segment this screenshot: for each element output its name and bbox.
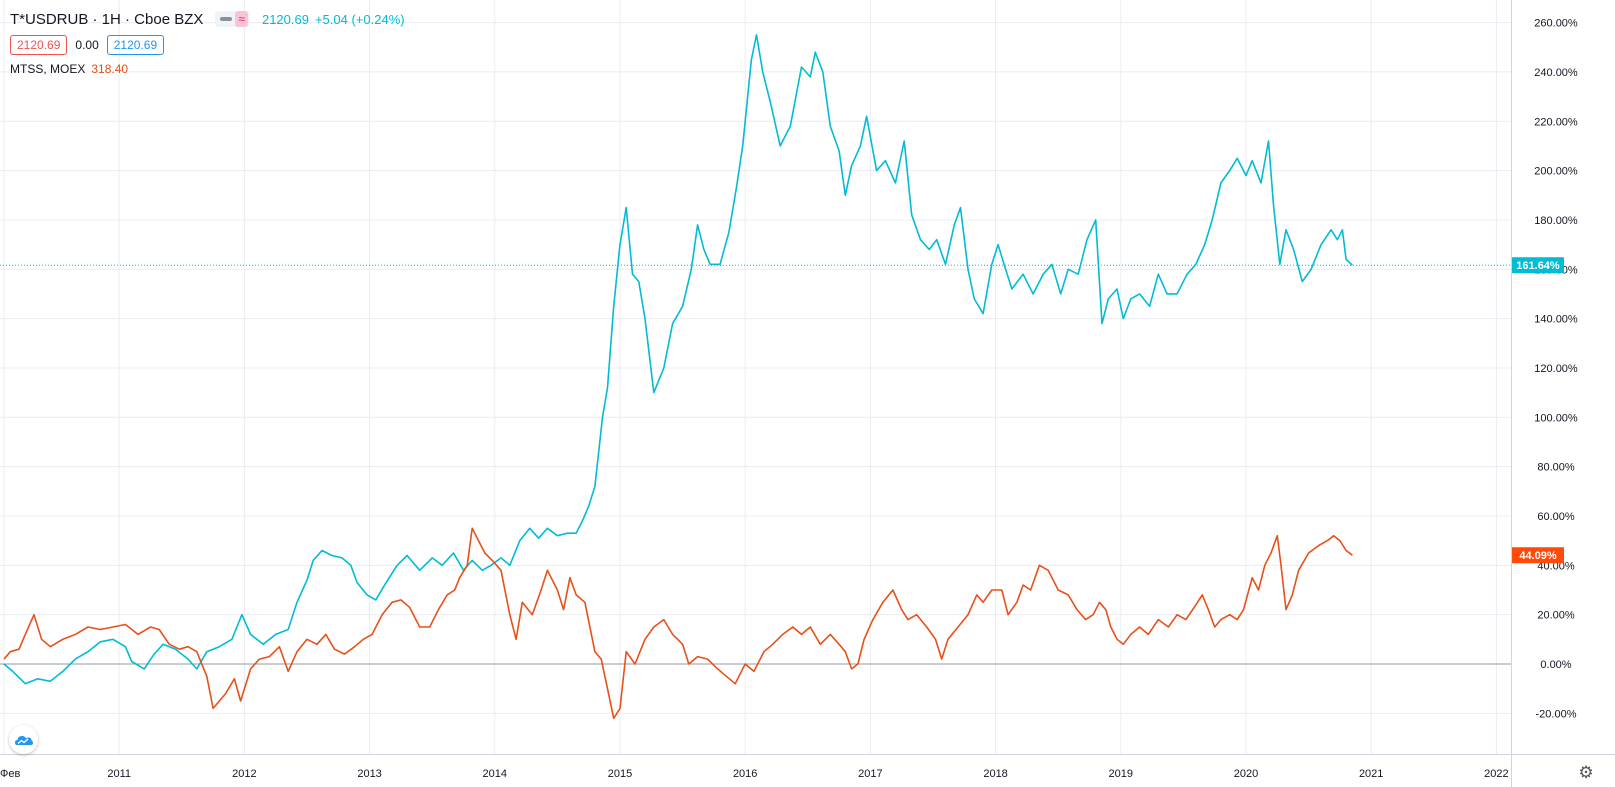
last-value-label: 161.64% <box>1516 260 1560 272</box>
y-tick-label: 140.00% <box>1534 314 1578 326</box>
last-value-badge <box>1512 257 1564 274</box>
visibility-toggle[interactable]: ≈ <box>215 11 250 27</box>
spread-value: 0.00 <box>75 38 99 52</box>
price-change: +5.04 (+0.24%) <box>314 11 405 27</box>
eye-icon[interactable] <box>220 17 233 21</box>
x-tick-label: 2019 <box>1109 768 1133 780</box>
bid-box[interactable]: 2120.69 <box>10 35 68 55</box>
y-tick-label: -20.00% <box>1536 708 1577 720</box>
series-lines <box>0 34 1511 720</box>
x-tick-label: 2017 <box>858 768 882 780</box>
y-tick-label: 20.00% <box>1537 610 1575 622</box>
y-tick-label: 100.00% <box>1534 412 1578 424</box>
series-line-1 <box>3 34 1353 685</box>
compare-price: 318.40 <box>91 62 129 76</box>
y-tick-label: 220.00% <box>1534 116 1578 128</box>
x-tick-label: Фев <box>0 768 20 780</box>
last-value-label: 44.09% <box>1519 550 1557 562</box>
x-tick-label: 2022 <box>1484 768 1508 780</box>
y-tick-label: 60.00% <box>1537 511 1575 523</box>
x-tick-label: 2018 <box>983 768 1007 780</box>
x-tick-label: 2021 <box>1359 768 1383 780</box>
x-tick-label: 2015 <box>608 768 632 780</box>
ask-box[interactable]: 2120.69 <box>106 35 165 55</box>
symbol-title[interactable]: T*USDRUB · 1H · Cboe BZX <box>10 10 204 28</box>
x-tick-label: 2012 <box>232 768 256 780</box>
y-tick-label: 120.00% <box>1534 363 1578 375</box>
grid-lines <box>0 0 1511 754</box>
gear-icon[interactable]: ⚙ <box>1578 763 1594 782</box>
y-tick-label: 200.00% <box>1534 166 1578 178</box>
compare-series-legend: MTSS, MOEX 318.40 <box>10 58 405 80</box>
y-tick-label: 260.00% <box>1534 18 1578 30</box>
legend: T*USDRUB · 1H · Cboe BZX ≈ 2120.69 +5.04… <box>10 8 405 80</box>
price-axis[interactable]: -20.00% 0.00% 20.00% 40.00% 60.00% 80.00% 100.… <box>1511 0 1578 787</box>
main-series-legend: T*USDRUB · 1H · Cboe BZX ≈ 2120.69 +5.04… <box>10 8 405 30</box>
x-tick-label: 2011 <box>107 768 131 780</box>
x-tick-label: 2016 <box>733 768 757 780</box>
y-tick-label: 40.00% <box>1537 560 1575 572</box>
time-axis[interactable]: Фев 2011 2012 2013 2014 2015 2016 2017 2018 2019 2… <box>0 754 1615 781</box>
bid-ask-row: 2120.69 0.00 2120.69 <box>10 34 405 56</box>
series-line-2 <box>3 527 1353 720</box>
compare-symbol[interactable]: MTSS, MOEX <box>10 62 86 76</box>
tradingview-cloud-icon[interactable] <box>9 725 38 754</box>
y-tick-label: 240.00% <box>1534 67 1578 79</box>
x-tick-label: 2014 <box>483 768 507 780</box>
y-tick-label: 180.00% <box>1534 215 1578 227</box>
last-value-badge <box>1512 547 1564 564</box>
approx-icon[interactable]: ≈ <box>235 11 248 27</box>
x-tick-label: 2013 <box>357 768 381 780</box>
last-value-badges: 161.64% 44.09% <box>1512 257 1564 564</box>
last-price: 2120.69 <box>261 11 309 27</box>
y-tick-label: 0.00% <box>1540 659 1571 671</box>
y-tick-label: 80.00% <box>1537 462 1575 474</box>
x-tick-label: 2020 <box>1234 768 1258 780</box>
